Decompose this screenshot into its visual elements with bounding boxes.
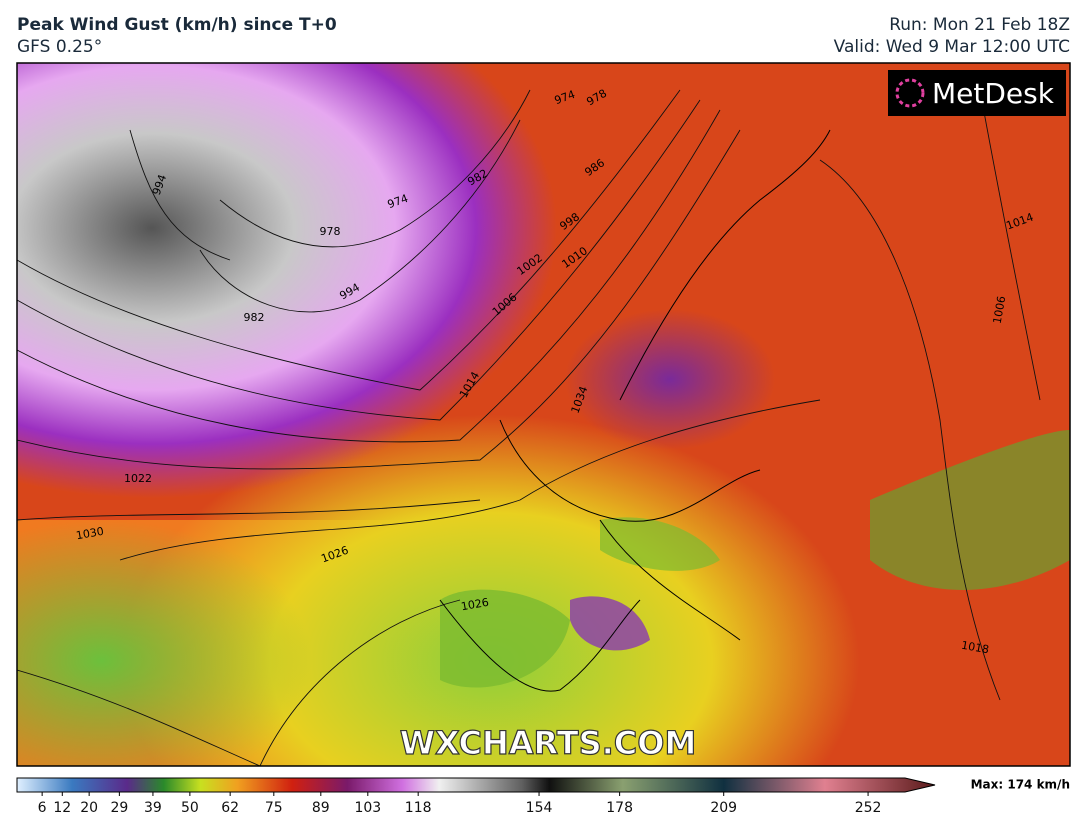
colorbar — [16, 777, 936, 793]
colorbar-tick-label: 209 — [710, 800, 737, 816]
colorbar-tick-label: 6 — [38, 800, 47, 816]
logo-box — [888, 70, 1066, 116]
isobar-label: 1006 — [991, 295, 1009, 325]
colorbar-tick-label: 62 — [221, 800, 239, 816]
subtitle: GFS 0.25° — [17, 37, 102, 57]
isobar-label: 1026 — [460, 596, 490, 614]
colorbar-tick-label: 50 — [181, 800, 199, 816]
colorbar-tick-label: 20 — [80, 800, 98, 816]
colorbar-tick-label: 178 — [606, 800, 633, 816]
map-frame — [16, 62, 1071, 767]
max-label: Max: 174 km/h — [971, 778, 1070, 792]
colorbar-tick-label: 89 — [312, 800, 330, 816]
run-time: Run: Mon 21 Feb 18Z — [889, 15, 1070, 35]
isobar-label: 1018 — [960, 639, 990, 657]
logo-icon — [895, 78, 925, 108]
colorbar-tick-label: 29 — [110, 800, 128, 816]
colorbar-tick-label: 12 — [53, 800, 71, 816]
colorbar-tick-label: 75 — [265, 800, 283, 816]
colorbar-tick-label: 118 — [405, 800, 432, 816]
isobar-label: 1022 — [124, 472, 152, 485]
valid-time: Valid: Wed 9 Mar 12:00 UTC — [834, 37, 1070, 57]
colorbar-tick-label: 252 — [855, 800, 882, 816]
isobar-label: 1030 — [75, 525, 105, 543]
title: Peak Wind Gust (km/h) since T+0 — [17, 15, 337, 35]
watermark: WXCHARTS.COM — [400, 724, 697, 762]
isobar-label: 982 — [244, 311, 265, 324]
logo: MetDesk — [932, 77, 1055, 110]
isobar-label: 978 — [320, 225, 341, 238]
colorbar-tick-label: 154 — [526, 800, 553, 816]
colorbar-tick-label: 103 — [354, 800, 381, 816]
colorbar-tick-label: 39 — [144, 800, 162, 816]
